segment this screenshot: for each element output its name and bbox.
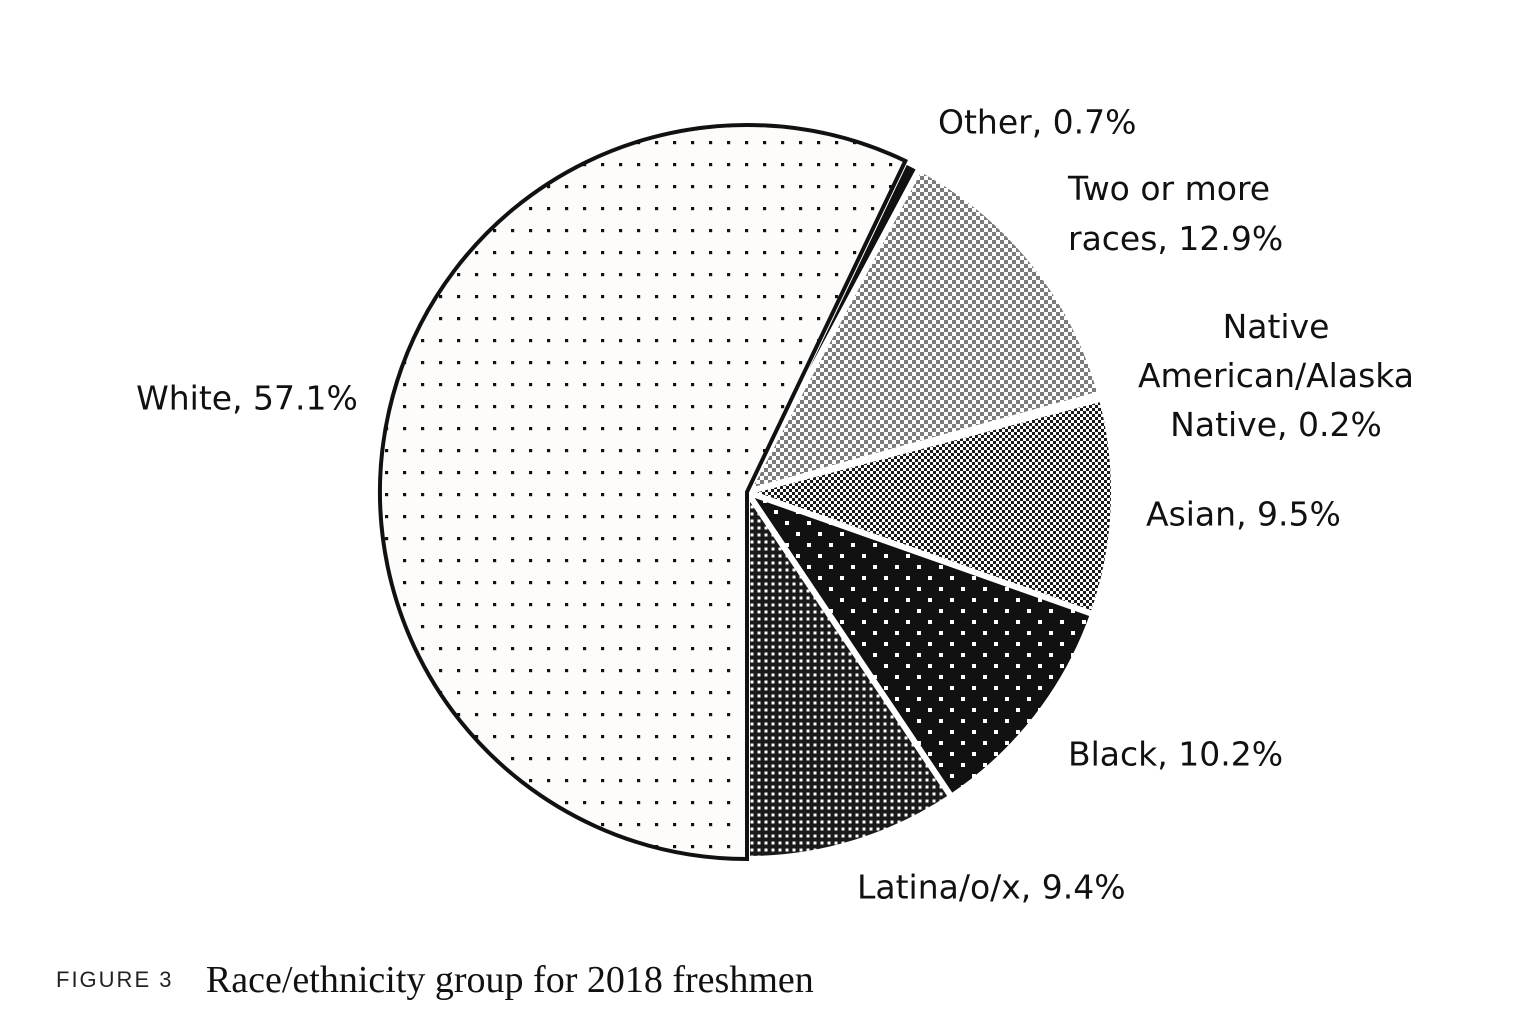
slice-black-label: Black, 10.2% xyxy=(1068,735,1283,774)
slice-latina-o-x xyxy=(744,482,956,863)
slice-two-or-more-races-label: Two or more races, 12.9% xyxy=(1067,169,1283,258)
figure-caption: FIGURE 3 Race/ethnicity group for 2018 f… xyxy=(56,958,814,1002)
figure-title: Race/ethnicity group for 2018 freshmen xyxy=(205,959,814,1001)
slice-asian-label: Asian, 9.5% xyxy=(1146,495,1341,534)
slice-black xyxy=(739,486,1097,801)
figure-number: FIGURE 3 xyxy=(56,967,174,992)
slice-white-label: White, 57.1% xyxy=(136,379,358,418)
slice-asian xyxy=(736,394,1118,618)
slice-two-or-more-races xyxy=(741,164,1105,497)
slice-latina-o-x-label: Latina/o/x, 9.4% xyxy=(857,868,1126,907)
slice-native-american-alaska-native-label: Native American/Alaska Native, 0.2% xyxy=(1138,307,1414,444)
slice-other-label: Other, 0.7% xyxy=(938,103,1137,142)
slice-white xyxy=(378,123,909,862)
